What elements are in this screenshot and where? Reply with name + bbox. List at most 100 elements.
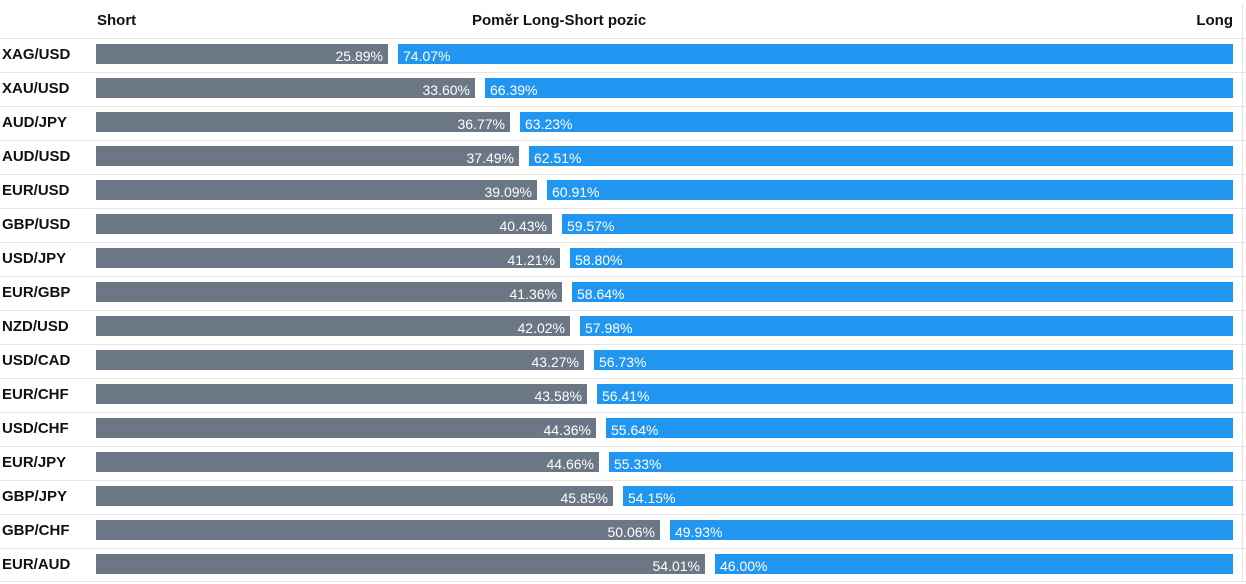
bar-row: USD/CAD 43.27% 56.73% [0,344,1246,378]
short-value-label: 42.02% [517,320,565,336]
pair-label: USD/CAD [2,352,71,369]
pair-label: AUD/JPY [2,114,68,131]
bar-row: EUR/GBP 41.36% 58.64% [0,276,1246,310]
short-bar [96,214,552,234]
short-value-label: 41.21% [507,252,555,268]
long-bar [606,418,1233,438]
long-value-label: 55.64% [611,422,659,438]
pair-label: GBP/JPY [2,488,68,505]
long-value-label: 63.23% [525,116,573,132]
long-bar [594,350,1233,370]
long-bar [529,146,1233,166]
chart-title: Poměr Long-Short pozic [472,12,647,29]
bar-row: USD/JPY 41.21% 58.80% [0,242,1246,276]
pair-label: USD/JPY [2,250,67,267]
short-bar [96,282,562,302]
long-value-label: 66.39% [490,82,538,98]
long-value-label: 57.98% [585,320,633,336]
short-bar [96,452,599,472]
bar-row: XAU/USD 33.60% 66.39% [0,72,1246,106]
pair-label: AUD/USD [2,148,71,165]
pair-label: NZD/USD [2,318,69,335]
short-value-label: 25.89% [335,48,383,64]
pair-label: EUR/USD [2,182,70,199]
bar-row: GBP/CHF 50.06% 49.93% [0,514,1246,548]
short-value-label: 45.85% [560,490,608,506]
long-value-label: 55.33% [614,456,662,472]
bar-row: EUR/JPY 44.66% 55.33% [0,446,1246,480]
short-value-label: 33.60% [422,82,470,98]
long-value-label: 60.91% [552,184,600,200]
pair-label: XAU/USD [2,80,70,97]
short-bar [96,486,613,506]
short-bar [96,316,570,336]
long-bar [715,554,1233,574]
short-value-label: 36.77% [457,116,505,132]
pair-label: EUR/CHF [2,386,69,403]
short-value-label: 41.36% [509,286,557,302]
short-value-label: 40.43% [499,218,547,234]
short-bar [96,520,660,540]
long-value-label: 54.15% [628,490,676,506]
short-value-label: 44.36% [543,422,591,438]
pair-label: GBP/USD [2,216,71,233]
pair-label: USD/CHF [2,420,69,437]
short-bar [96,248,560,268]
long-bar [398,44,1233,64]
bar-row: AUD/JPY 36.77% 63.23% [0,106,1246,140]
short-bar [96,418,596,438]
short-bar [96,554,705,574]
long-value-label: 58.80% [575,252,623,268]
short-bar [96,78,475,98]
short-value-label: 44.66% [546,456,594,472]
long-value-label: 56.73% [599,354,647,370]
short-value-label: 54.01% [652,558,700,574]
short-bar [96,44,388,64]
bar-row: EUR/AUD 54.01% 46.00% [0,548,1246,582]
long-value-label: 74.07% [403,48,451,64]
grid-line-bottom [0,581,1246,582]
long-bar [572,282,1233,302]
long-bar [580,316,1233,336]
long-value-label: 62.51% [534,150,582,166]
pair-label: EUR/GBP [2,284,71,301]
long-bar [485,78,1233,98]
short-value-label: 43.27% [531,354,579,370]
short-value-label: 39.09% [484,184,532,200]
long-bar [547,180,1233,200]
short-bar [96,112,510,132]
pair-label: GBP/CHF [2,522,70,539]
long-value-label: 59.57% [567,218,615,234]
long-bar [562,214,1233,234]
pair-label: EUR/AUD [2,556,71,573]
long-bar [670,520,1233,540]
short-value-label: 37.49% [466,150,514,166]
long-header: Long [1196,12,1233,29]
bar-row: NZD/USD 42.02% 57.98% [0,310,1246,344]
grid-line-right [1242,4,1243,581]
short-bar [96,384,587,404]
long-value-label: 56.41% [602,388,650,404]
short-bar [96,180,537,200]
bar-row: EUR/USD 39.09% 60.91% [0,174,1246,208]
long-bar [623,486,1233,506]
short-bar [96,146,519,166]
bar-row: USD/CHF 44.36% 55.64% [0,412,1246,446]
long-bar [520,112,1233,132]
pair-label: EUR/JPY [2,454,67,471]
short-value-label: 43.58% [534,388,582,404]
bar-row: GBP/JPY 45.85% 54.15% [0,480,1246,514]
short-value-label: 50.06% [607,524,655,540]
bar-row: GBP/USD 40.43% 59.57% [0,208,1246,242]
long-bar [570,248,1233,268]
long-value-label: 58.64% [577,286,625,302]
pair-label: XAG/USD [2,46,71,63]
long-value-label: 49.93% [675,524,723,540]
bar-row: EUR/CHF 43.58% 56.41% [0,378,1246,412]
short-header: Short [97,12,137,29]
short-bar [96,350,584,370]
long-bar [597,384,1233,404]
bar-row: XAG/USD 25.89% 74.07% [0,38,1246,72]
long-bar [609,452,1233,472]
